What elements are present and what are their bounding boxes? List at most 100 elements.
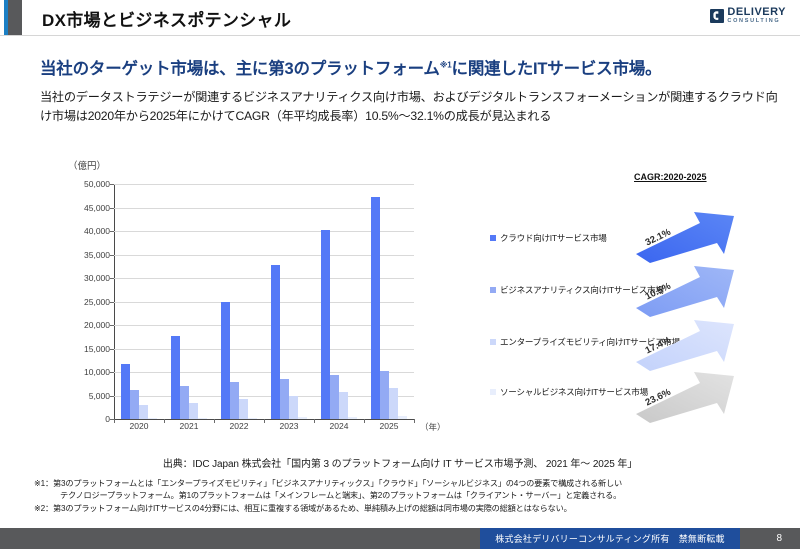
x-axis-tick-mark — [214, 419, 215, 423]
legend-item: クラウド向けITサービス市場 — [490, 232, 607, 244]
gridline — [114, 184, 414, 185]
x-axis-tick-mark — [164, 419, 165, 423]
y-axis-tick-mark — [110, 325, 114, 326]
legend-label: ソーシャルビジネス向けITサービス市場 — [500, 387, 648, 397]
bar — [330, 374, 339, 419]
legend-label: クラウド向けITサービス市場 — [500, 233, 607, 243]
x-axis-tick-mark — [364, 419, 365, 423]
x-axis-unit: （年） — [420, 422, 446, 432]
header-accent-bar — [4, 0, 22, 35]
y-axis-tick-label: 35,000 — [84, 249, 110, 260]
legend-swatch-icon — [490, 235, 496, 241]
legend-label: ビジネスアナリティクス向けITサービス市場 — [500, 285, 664, 295]
bar — [189, 402, 198, 419]
y-axis-tick-mark — [110, 372, 114, 373]
footnotes: ※1：第3のプラットフォームとは「エンタープライズモビリティ」「ビジネスアナリテ… — [34, 478, 774, 515]
y-axis-tick-mark — [110, 207, 114, 209]
y-axis-tick-mark — [110, 184, 114, 185]
page-title: DX市場とビジネスポテンシャル — [42, 11, 292, 30]
bar — [271, 264, 280, 419]
bar — [198, 418, 207, 419]
legend-swatch-icon — [490, 339, 496, 345]
page-number: 8 — [776, 533, 782, 544]
cagr-arrow: 32.1% — [634, 210, 740, 264]
cagr-arrow: 17.4% — [634, 318, 740, 372]
bar — [180, 386, 189, 419]
chart: （億円） （年） 50,000 45,000 40,000 35,000 30,000 2… — [56, 158, 746, 448]
footnote-1-line-2: テクノロジープラットフォーム。第1のプラットフォームは「メインフレームと端末」、… — [60, 491, 622, 501]
bar-group — [271, 264, 307, 419]
footnote-2: ※2：第3のプラットフォーム向けITサービスの4分野には、相互に重複する領域があ… — [34, 503, 572, 513]
bar — [171, 336, 180, 419]
x-axis-tick-label: 2021 — [179, 421, 199, 431]
bar — [398, 416, 407, 419]
source-citation: 出典：IDC Japan 株式会社「国内第 3 のプラットフォーム向け IT サ… — [162, 459, 638, 470]
bar — [221, 301, 230, 419]
x-axis-tick-mark — [114, 419, 115, 423]
y-axis-unit: （億円） — [68, 161, 107, 172]
legend-item: エンタープライズモビリティ向けITサービス市場 — [490, 336, 680, 348]
x-axis-tick-mark — [264, 419, 265, 423]
gridline — [114, 301, 414, 303]
bar — [289, 395, 298, 419]
y-axis-tick-mark — [110, 231, 114, 232]
bar-group — [121, 364, 157, 419]
y-axis-tick-label: 0 — [105, 414, 110, 424]
legend-swatch-icon — [490, 389, 496, 395]
gridline — [114, 207, 414, 209]
bar — [348, 417, 357, 419]
lead-statement: 当社のターゲット市場は、主に第3のプラットフォーム※1に関連したITサービス市場… — [40, 55, 780, 79]
bar — [130, 389, 139, 419]
bar — [321, 229, 330, 419]
gridline — [114, 231, 414, 232]
bar — [239, 399, 248, 419]
y-axis-tick-label: 10,000 — [84, 367, 110, 377]
bar-group — [321, 229, 357, 419]
bar — [121, 364, 130, 419]
bar — [380, 370, 389, 419]
bar-group — [371, 196, 407, 419]
gridline — [114, 348, 414, 350]
gridline — [114, 395, 414, 397]
x-axis-tick-mark — [414, 419, 415, 423]
gridline — [114, 325, 414, 326]
header-accent-blue — [4, 0, 8, 35]
gridline — [114, 254, 414, 256]
bar — [139, 405, 148, 419]
bar-group — [171, 336, 207, 419]
slide-header: DX市場とビジネスポテンシャル DELIVERY CONSULTING — [0, 0, 800, 35]
company-logo: DELIVERY CONSULTING — [710, 7, 786, 25]
bar — [230, 382, 239, 419]
y-axis-tick-label: 40,000 — [84, 226, 110, 236]
x-axis-tick-label: 2025 — [379, 421, 399, 431]
y-axis-tick-mark — [110, 254, 114, 256]
legend-label: エンタープライズモビリティ向けITサービス市場 — [500, 337, 680, 347]
logo-mark-icon — [710, 8, 725, 23]
y-axis-tick-label: 45,000 — [84, 202, 110, 213]
copyright-band: 株式会社デリバリーコンサルティング所有 禁無断転載 — [480, 528, 740, 549]
x-axis-tick-label: 2022 — [229, 421, 249, 431]
y-axis-tick-label: 50,000 — [84, 179, 110, 189]
body-copy: 当社のデータストラテジーが関連するビジネスアナリティクス向け市場、およびデジタル… — [40, 90, 778, 123]
bar — [371, 196, 380, 419]
legend-swatch-icon — [490, 287, 496, 293]
y-axis-tick-label: 15,000 — [84, 343, 110, 354]
gridline — [114, 278, 414, 279]
bar — [280, 378, 289, 419]
bar — [148, 418, 157, 419]
logo-line2: CONSULTING — [727, 18, 781, 24]
logo-line1: DELIVERY — [727, 6, 786, 18]
y-axis-tick-mark — [110, 419, 114, 420]
lead-text-before: 当社のターゲット市場は、主に第3のプラットフォーム — [40, 60, 440, 78]
cagr-panel: CAGR:2020-2025 32.1% 10.5% 17.4% 23.6% — [634, 172, 754, 424]
cagr-arrow: 10.5% — [634, 264, 740, 318]
chart-plot-area: （年） 50,000 45,000 40,000 35,000 30,000 25,000… — [84, 179, 446, 432]
legend-item: ソーシャルビジネス向けITサービス市場 — [490, 386, 648, 398]
chart-legend: クラウド向けITサービス市場ビジネスアナリティクス向けITサービス市場エンタープ… — [490, 158, 700, 433]
x-axis-tick-label: 2024 — [329, 421, 349, 431]
cagr-arrow: 23.6% — [634, 370, 740, 424]
logo-text: DELIVERY CONSULTING — [727, 7, 786, 25]
copyright-text: 株式会社デリバリーコンサルティング所有 禁無断転載 — [495, 534, 725, 544]
header-divider — [0, 35, 800, 36]
